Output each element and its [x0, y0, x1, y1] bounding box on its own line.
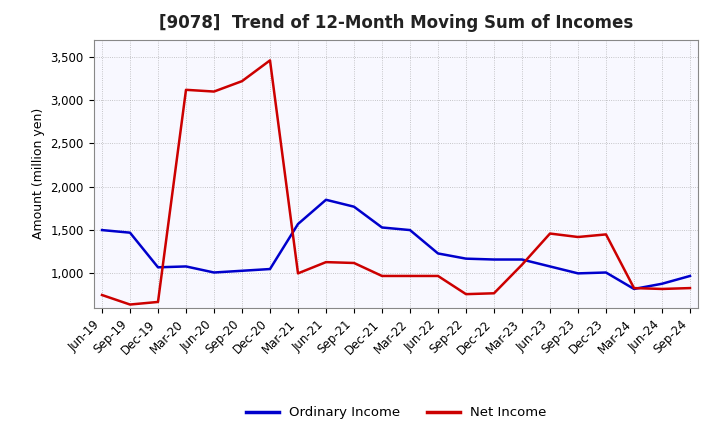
Ordinary Income [602, 270, 611, 275]
Net Income [322, 260, 330, 265]
Y-axis label: Amount (million yen): Amount (million yen) [32, 108, 45, 239]
Ordinary Income [433, 251, 442, 256]
Net Income [574, 235, 582, 240]
Net Income [98, 292, 107, 297]
Ordinary Income [546, 264, 554, 269]
Ordinary Income [98, 227, 107, 233]
Ordinary Income [322, 197, 330, 202]
Net Income [210, 89, 218, 94]
Net Income [546, 231, 554, 236]
Net Income [153, 299, 162, 304]
Legend: Ordinary Income, Net Income: Ordinary Income, Net Income [240, 400, 552, 424]
Title: [9078]  Trend of 12-Month Moving Sum of Incomes: [9078] Trend of 12-Month Moving Sum of I… [159, 15, 633, 33]
Net Income [462, 292, 470, 297]
Ordinary Income [210, 270, 218, 275]
Ordinary Income [266, 266, 274, 271]
Net Income [181, 87, 190, 92]
Net Income [518, 262, 526, 268]
Ordinary Income [350, 204, 359, 209]
Ordinary Income [405, 227, 414, 233]
Ordinary Income [153, 265, 162, 270]
Net Income [405, 273, 414, 279]
Net Income [433, 273, 442, 279]
Ordinary Income [238, 268, 246, 273]
Ordinary Income [574, 271, 582, 276]
Net Income [294, 271, 302, 276]
Net Income [350, 260, 359, 266]
Net Income [126, 302, 135, 307]
Net Income [490, 291, 498, 296]
Ordinary Income [294, 221, 302, 227]
Net Income [685, 286, 694, 291]
Ordinary Income [126, 230, 135, 235]
Ordinary Income [518, 257, 526, 262]
Ordinary Income [657, 281, 666, 286]
Line: Net Income: Net Income [102, 60, 690, 304]
Net Income [602, 232, 611, 237]
Line: Ordinary Income: Ordinary Income [102, 200, 690, 289]
Net Income [630, 286, 639, 291]
Net Income [238, 78, 246, 84]
Net Income [657, 286, 666, 292]
Net Income [266, 58, 274, 63]
Ordinary Income [490, 257, 498, 262]
Ordinary Income [378, 225, 387, 230]
Ordinary Income [630, 286, 639, 292]
Ordinary Income [181, 264, 190, 269]
Ordinary Income [685, 273, 694, 279]
Ordinary Income [462, 256, 470, 261]
Net Income [378, 273, 387, 279]
